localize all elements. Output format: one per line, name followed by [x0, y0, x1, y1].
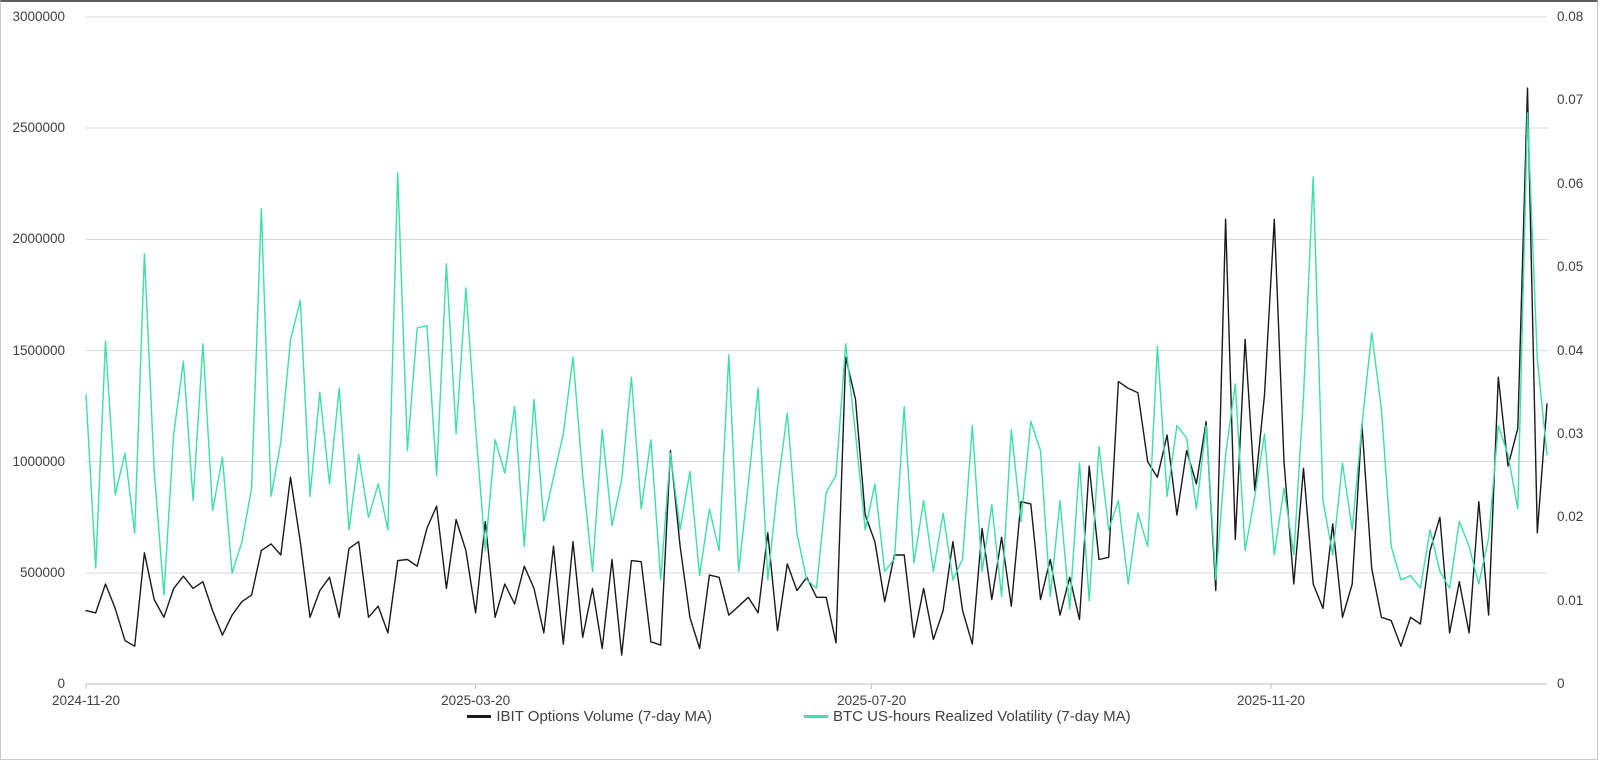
legend-label: BTC US-hours Realized Volatility (7-day … [833, 708, 1131, 725]
x-axis-tick-label: 2025-07-20 [837, 693, 907, 708]
legend-swatch [467, 715, 492, 718]
legend-label: IBIT Options Volume (7-day MA) [496, 708, 713, 725]
x-axis-tick-label: 2024-11-20 [51, 693, 121, 708]
right-axis-tick-label: 0.03 [1557, 425, 1584, 441]
left-axis-tick-label: 1500000 [12, 342, 65, 358]
right-axis-tick-label: 0.07 [1557, 92, 1584, 108]
right-axis-tick-label: 0 [1557, 676, 1565, 691]
left-axis-tick-label: 2500000 [12, 120, 65, 136]
x-axis-tick-label: 2025-03-20 [441, 693, 511, 708]
legend: IBIT Options Volume (7-day MA) BTC US-hou… [1, 708, 1597, 725]
series-line-ibit-options-volume-7-day-ma [85, 87, 1548, 656]
left-axis-tick-label: 3000000 [12, 9, 65, 24]
right-axis-tick-label: 0.06 [1557, 175, 1584, 191]
right-axis-tick-label: 0.01 [1557, 592, 1584, 608]
left-axis-tick-label: 500000 [19, 564, 65, 580]
right-axis-tick-label: 0.02 [1557, 509, 1584, 525]
left-axis-tick-label: 0 [57, 676, 65, 691]
legend-item: BTC US-hours Realized Volatility (7-day … [804, 708, 1131, 725]
right-axis-tick-label: 0.08 [1557, 9, 1584, 24]
right-axis-tick-label: 0.05 [1557, 259, 1584, 275]
legend-item: IBIT Options Volume (7-day MA) [467, 708, 712, 725]
right-axis-tick-label: 0.04 [1557, 342, 1584, 358]
left-axis-tick-label: 2000000 [12, 231, 65, 247]
x-axis-tick-label: 2025-11-20 [1237, 693, 1306, 708]
series-line-btc-us-hours-realized-volatility-7-day-ma [85, 112, 1548, 610]
left-axis-tick-label: 1000000 [12, 453, 65, 469]
legend-swatch [804, 715, 829, 718]
